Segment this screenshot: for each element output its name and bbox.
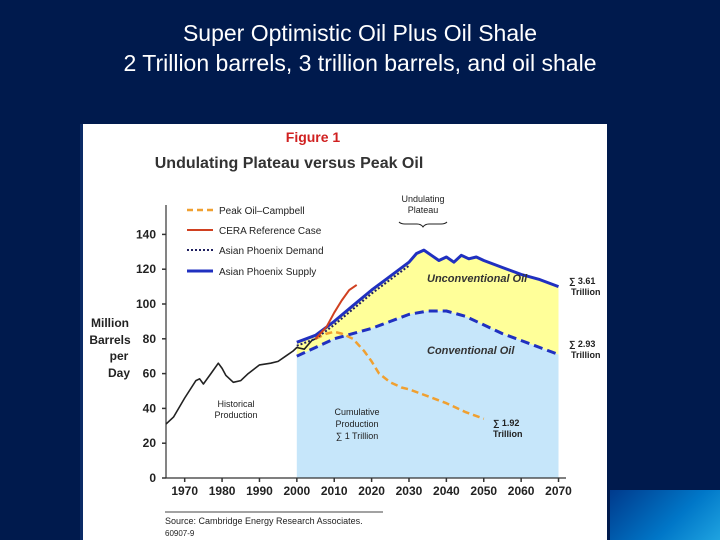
- ylabel-line2: Barrels: [89, 333, 131, 347]
- legend-label-cera: CERA Reference Case: [219, 226, 322, 237]
- ylabel-line1: Million: [91, 316, 129, 330]
- annotation-unconventional: Unconventional Oil: [427, 273, 528, 285]
- legend-label-peak-oil: Peak Oil–Campbell: [219, 206, 305, 217]
- series-line-peak-oil-campbell: [314, 330, 485, 420]
- annotation-undulating: Undulating Plateau: [401, 194, 444, 215]
- y-tick-label-60: 60: [143, 367, 157, 381]
- ylabel-line4: Day: [108, 366, 130, 380]
- figure-code: 60907-9: [165, 529, 195, 538]
- y-tick-label-100: 100: [136, 297, 156, 311]
- figure-label: Figure 1: [286, 129, 341, 145]
- x-tick-label-1970: 1970: [171, 484, 198, 498]
- annotation-historical: Historical Production: [214, 399, 257, 420]
- legend-label-supply: Asian Phoenix Supply: [219, 267, 316, 278]
- x-tick-label-2020: 2020: [358, 484, 385, 498]
- y-tick-label-80: 80: [143, 332, 157, 346]
- series-line-asian-phoenix-supply: [296, 248, 560, 344]
- x-tick-label-2070: 2070: [545, 484, 572, 498]
- x-tick-label-2030: 2030: [396, 484, 423, 498]
- x-tick-label-2060: 2060: [508, 484, 535, 498]
- annotation-sum-293: ∑ 2.93 Trillion: [569, 339, 601, 360]
- annotation-sum-192: ∑ 1.92 Trillion: [493, 418, 523, 439]
- x-tick-label-1980: 1980: [209, 484, 236, 498]
- x-tick-label-2000: 2000: [283, 484, 310, 498]
- x-tick-label-2010: 2010: [321, 484, 348, 498]
- source-note: Source: Cambridge Energy Research Associ…: [165, 516, 363, 526]
- annotation-conventional: Conventional Oil: [427, 345, 515, 357]
- slide-title-line1: Super Optimistic Oil Plus Oil Shale: [182, 20, 538, 46]
- annotation-cumulative: Cumulative Production ∑ 1 Trillion: [334, 407, 379, 441]
- y-tick-label-20: 20: [143, 436, 157, 450]
- y-tick-label-0: 0: [149, 471, 156, 485]
- y-tick-label-140: 140: [136, 227, 156, 241]
- series-line-historical-production: [165, 338, 316, 425]
- figure-panel: 0 20 40 60 80 100 120 140 1970 1980 1990 2000 2010 20…: [83, 124, 607, 540]
- y-tick-label-120: 120: [136, 262, 156, 276]
- series-line-cera-reference-case: [314, 284, 358, 340]
- ylabel-line3: per: [110, 349, 129, 363]
- plateau-brace: [398, 221, 448, 228]
- slide-title: Super Optimistic Oil Plus Oil Shale 2 Tr…: [0, 18, 720, 78]
- corner-decoration: [610, 490, 720, 540]
- y-tick-label-40: 40: [143, 401, 157, 415]
- x-tick-label-2040: 2040: [433, 484, 460, 498]
- slide-title-line2: 2 Trillion barrels, 3 trillion barrels, …: [123, 50, 597, 76]
- legend-label-demand: Asian Phoenix Demand: [219, 246, 324, 257]
- x-tick-label-2050: 2050: [470, 484, 497, 498]
- annotation-sum-361: ∑ 3.61 Trillion: [569, 276, 601, 297]
- x-tick-label-1990: 1990: [246, 484, 273, 498]
- series-line-conventional-oil: [296, 309, 560, 358]
- conventional-oil-area: [296, 311, 559, 478]
- chart-title: Undulating Plateau versus Peak Oil: [155, 155, 424, 172]
